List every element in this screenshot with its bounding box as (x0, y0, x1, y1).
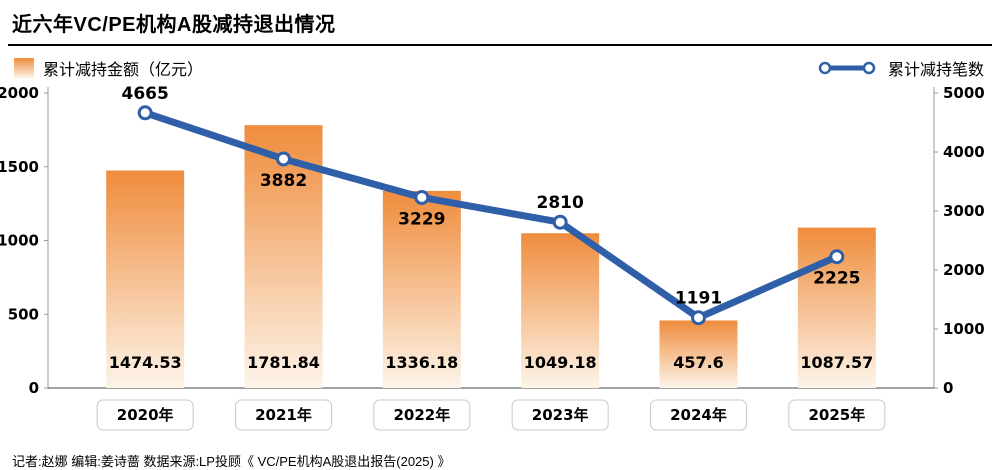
category-box (235, 399, 332, 431)
legend-line-series: 累计减持笔数 (815, 56, 984, 80)
bar (521, 233, 600, 388)
right-axis-tick-label: 4000 (943, 143, 985, 161)
right-axis-tick-label: 2000 (943, 261, 985, 279)
category-label: 2022年 (393, 406, 450, 424)
left-axis-tick-label: 1000 (0, 232, 39, 250)
line-value-label: 2225 (813, 269, 860, 289)
header: 近六年VC/PE机构A股减持退出情况 (0, 6, 1000, 46)
right-axis-tick-label: 5000 (943, 84, 985, 102)
left-axis-tick-label: 0 (29, 379, 39, 397)
line-marker (276, 151, 291, 167)
legend-bar-label: 累计减持金额（亿元） (43, 62, 204, 79)
bar-value-label: 1781.84 (247, 353, 320, 372)
line-value-label: 1191 (675, 289, 722, 309)
footer-credits: 记者:赵娜 编辑:姜诗蔷 数据来源:LP投顾《 VC/PE机构A股退出报告(20… (12, 454, 451, 469)
bar (382, 190, 461, 388)
category-box (96, 399, 194, 431)
right-axis-tick-label: 1000 (943, 320, 985, 338)
bar-value-label: 1474.53 (109, 353, 182, 372)
trend-line (141, 109, 841, 322)
line-value-label: 3229 (398, 209, 445, 229)
line-marker (137, 105, 153, 121)
right-axis-tick-label: 3000 (943, 202, 985, 220)
combo-chart: 0 500 1000 1500 2000 0 1000 2000 3000 4000 5000 147… (0, 84, 985, 431)
chart-title: 近六年VC/PE机构A股减持退出情况 (12, 14, 336, 36)
left-axis-tick-label: 2000 (0, 84, 39, 102)
category-label: 2020年 (117, 406, 174, 424)
line-value-label: 3882 (260, 171, 307, 191)
line-marker (414, 189, 430, 205)
right-axis-tick-label: 0 (943, 379, 953, 397)
bar (106, 170, 185, 388)
line-value-label: 2810 (537, 193, 584, 213)
bar (659, 320, 738, 388)
bar-swatch-icon (14, 58, 34, 78)
line-marker (552, 214, 568, 230)
bar-value-label: 1336.18 (385, 353, 458, 372)
left-axis-tick-label: 1500 (0, 158, 39, 176)
legend-line-label: 累计减持笔数 (887, 62, 984, 79)
bar-value-label: 1087.57 (800, 353, 873, 372)
category-label: 2023年 (532, 406, 589, 424)
category-box (511, 399, 609, 431)
line-marker (829, 249, 845, 265)
bar-value-label: 1049.18 (524, 353, 597, 372)
category-label: 2021年 (255, 406, 312, 424)
line-swatch-icon (818, 61, 876, 75)
line-value-label: 4665 (122, 84, 169, 104)
category-box (373, 399, 471, 431)
title-divider (8, 44, 992, 46)
category-label: 2025年 (808, 406, 865, 424)
left-axis-tick-label: 500 (8, 305, 39, 323)
category-box (788, 399, 886, 431)
category-label: 2024年 (670, 406, 727, 424)
line-marker (691, 310, 706, 326)
legend-bar-series: 累计减持金额（亿元） (14, 56, 203, 80)
legend: 累计减持金额（亿元） 累计减持笔数 (0, 46, 1000, 80)
bar-value-label: 457.6 (673, 353, 724, 372)
category-box (650, 399, 747, 431)
